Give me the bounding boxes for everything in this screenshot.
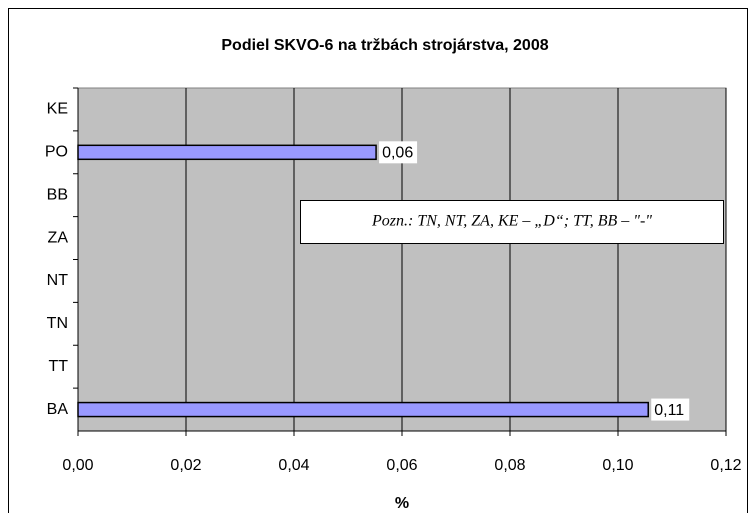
x-tick-label: 0,10 — [602, 457, 633, 474]
layer: 0,00 0,02 0,04 0,06 0,08 0,10 0,12 KE PO 0,06 BB ZA… — [45, 87, 742, 474]
y-tick-label: PO — [45, 144, 68, 161]
x-tick-label: 0,12 — [710, 457, 741, 474]
x-tick-label: 0,02 — [170, 457, 201, 474]
y-tick-label: KE — [47, 101, 68, 118]
value-label: 0,06 — [382, 145, 413, 162]
y-tick-label: ZA — [48, 229, 69, 246]
x-axis-title: % — [395, 495, 409, 512]
y-tick-label: BA — [47, 401, 69, 418]
value-label-bg — [379, 141, 418, 164]
y-tick-label: NT — [47, 272, 69, 289]
chart-title: Podiel SKVO-6 na tržbách strojárstva, 20… — [221, 37, 548, 54]
x-tick-label: 0,06 — [386, 457, 417, 474]
x-tick-label: 0,08 — [494, 457, 525, 474]
value-label: 0,11 — [654, 402, 684, 419]
y-tick-label: TN — [47, 315, 68, 332]
y-tick-label: TT — [48, 358, 68, 375]
bar — [77, 144, 377, 161]
x-tick-label: 0,00 — [62, 457, 93, 474]
annotation: Pozn.: TN, NT, ZA, KE – „D“; TT, BB – "-… — [371, 213, 652, 230]
bar — [77, 401, 649, 418]
x-tick-label: 0,04 — [278, 457, 309, 474]
value-label-bg — [651, 398, 690, 421]
annotation-box — [300, 200, 724, 244]
y-tick-label: BB — [47, 186, 68, 203]
